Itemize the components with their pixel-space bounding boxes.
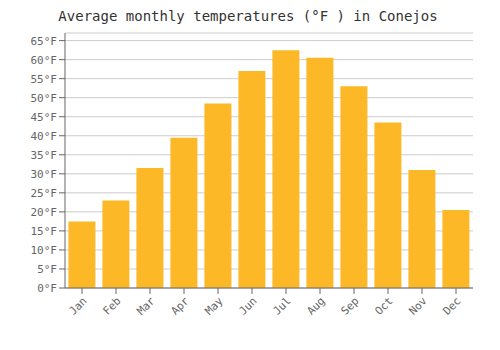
svg-text:15°F: 15°F: [31, 225, 58, 238]
svg-text:35°F: 35°F: [31, 149, 58, 162]
svg-text:65°F: 65°F: [31, 35, 58, 48]
svg-text:25°F: 25°F: [31, 187, 58, 200]
svg-text:Nov: Nov: [406, 294, 430, 318]
svg-text:60°F: 60°F: [31, 54, 58, 67]
svg-text:Sep: Sep: [338, 294, 361, 317]
svg-text:Dec: Dec: [440, 294, 463, 317]
svg-text:45°F: 45°F: [31, 111, 58, 124]
svg-text:5°F: 5°F: [37, 263, 57, 276]
svg-text:Aug: Aug: [304, 294, 327, 317]
svg-text:20°F: 20°F: [31, 206, 58, 219]
svg-text:55°F: 55°F: [31, 73, 58, 86]
svg-text:Feb: Feb: [100, 294, 123, 317]
svg-text:40°F: 40°F: [31, 130, 58, 143]
svg-text:Jul: Jul: [270, 294, 293, 317]
svg-text:Jan: Jan: [66, 294, 89, 317]
svg-text:50°F: 50°F: [31, 92, 58, 105]
html-text:Average monthly temperatures (: Average monthly temperatures (°F ) in Co…: [58, 8, 438, 24]
svg-text:Jun: Jun: [236, 294, 259, 317]
svg-text:30°F: 30°F: [31, 168, 58, 181]
svg-text:Apr: Apr: [168, 294, 192, 318]
svg-text:Oct: Oct: [372, 294, 395, 317]
svg-text:Mar: Mar: [134, 294, 158, 318]
svg-text:10°F: 10°F: [31, 244, 58, 257]
svg-text:0°F: 0°F: [37, 282, 57, 295]
svg-text:May: May: [202, 294, 226, 318]
